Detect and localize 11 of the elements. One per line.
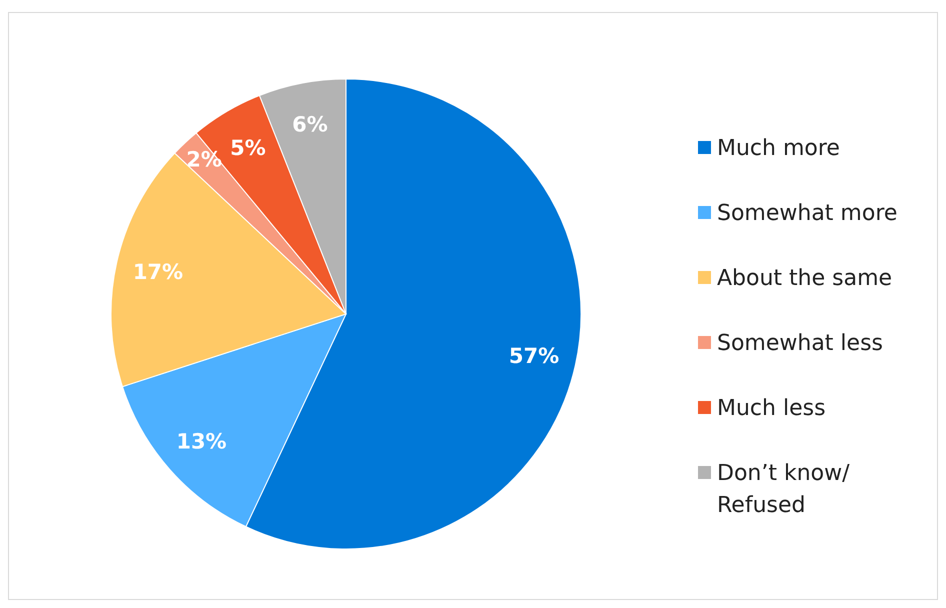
data-label: 6% <box>292 112 328 137</box>
data-label: 17% <box>132 260 184 284</box>
data-label: 5% <box>230 136 266 160</box>
legend-label: Much more <box>717 136 840 160</box>
legend-label: Don’t know/ Refused <box>717 460 850 518</box>
data-label: 13% <box>176 429 227 454</box>
legend-label: About the same <box>717 266 892 290</box>
legend-label: Much less <box>717 396 826 420</box>
data-label: 57% <box>508 344 560 368</box>
legend-label: Somewhat less <box>717 330 883 356</box>
legend-label: Somewhat more <box>717 200 898 226</box>
